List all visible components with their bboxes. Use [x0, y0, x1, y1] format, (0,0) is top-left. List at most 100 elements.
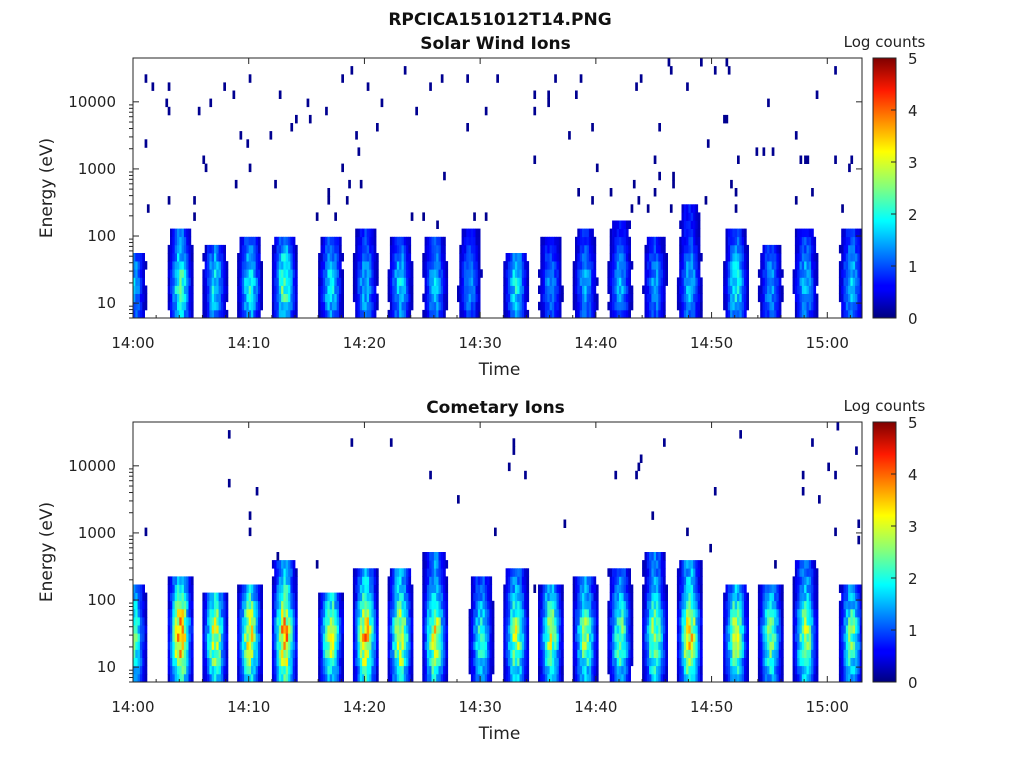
heatmap-cell [778, 293, 782, 303]
heatmap-cell [271, 261, 275, 270]
heatmap-cell [207, 633, 210, 642]
heatmap-cell [392, 592, 395, 602]
heatmap-cell [811, 576, 814, 585]
heatmap-cell [547, 657, 550, 667]
heatmap-cell [771, 665, 775, 675]
heatmap-cell [445, 584, 449, 593]
heatmap-cell [422, 552, 425, 561]
heatmap-cell [237, 600, 240, 610]
heatmap-cell [556, 277, 560, 286]
heatmap-cell [679, 600, 682, 610]
heatmap-cell [681, 633, 685, 642]
heatmap-cell [218, 244, 222, 254]
heatmap-cell [797, 673, 800, 683]
heatmap-cell [658, 657, 661, 667]
heatmap-cell [239, 657, 243, 667]
heatmap-cell [695, 625, 699, 634]
heatmap-cell [540, 293, 543, 303]
heatmap-cell [207, 608, 210, 618]
heatmap-cell [554, 277, 557, 286]
heatmap-cell [244, 309, 247, 319]
heatmap-cell [473, 633, 476, 642]
heatmap-cell [341, 301, 344, 311]
heatmap-cell [739, 285, 742, 294]
heatmap-cell [616, 228, 620, 238]
heatmap-cell [663, 269, 666, 278]
heatmap-cell [591, 309, 594, 319]
heatmap-cell [767, 301, 770, 311]
heatmap-cell [392, 665, 395, 675]
heatmap-cell [255, 253, 259, 262]
heatmap-cell [579, 641, 583, 650]
heatmap-cell [588, 608, 592, 618]
heatmap-cell [285, 600, 289, 610]
heatmap-cell [225, 649, 229, 658]
heatmap-cell [223, 657, 226, 667]
heatmap-cell [586, 633, 590, 642]
heatmap-cell [644, 608, 648, 618]
heatmap-cell [487, 576, 490, 585]
heatmap-cell [248, 592, 252, 602]
heatmap-cell [387, 600, 391, 610]
heatmap-cell [318, 600, 321, 610]
heatmap-cell [209, 673, 213, 683]
heatmap-cell [544, 608, 548, 618]
heatmap-cell [445, 641, 449, 650]
heatmap-cell [642, 673, 645, 683]
heatmap-cell [183, 600, 187, 610]
heatmap-cell [177, 236, 180, 246]
heatmap-cell [695, 309, 699, 319]
heatmap-cell [255, 285, 259, 294]
heatmap-cell [475, 641, 479, 650]
heatmap-cell [507, 277, 511, 286]
heatmap-cell [139, 649, 143, 658]
heatmap-cell [838, 269, 842, 278]
heatmap-cell [848, 236, 851, 246]
heatmap-cell [584, 228, 587, 238]
heatmap-cell [223, 82, 226, 91]
heatmap-cell [762, 617, 766, 626]
heatmap-cell [663, 277, 666, 286]
heatmap-cell [505, 309, 509, 319]
heatmap-cell [329, 625, 333, 634]
heatmap-cell [258, 584, 261, 593]
heatmap-cell [445, 600, 449, 610]
heatmap-cell [366, 293, 370, 303]
heatmap-cell [181, 277, 185, 286]
heatmap-cell [762, 301, 766, 311]
heatmap-cell [741, 641, 745, 650]
heatmap-cell [248, 657, 252, 667]
heatmap-cell [656, 584, 659, 593]
heatmap-cell [468, 293, 472, 303]
heatmap-cell [214, 309, 217, 319]
heatmap-cell [612, 244, 615, 254]
heatmap-cell [401, 673, 405, 683]
heatmap-cell [538, 269, 541, 278]
heatmap-cell [239, 625, 243, 634]
heatmap-cell [792, 584, 796, 593]
heatmap-cell [188, 625, 192, 634]
heatmap-cell [690, 576, 694, 585]
heatmap-cell [764, 665, 768, 675]
heatmap-cell [693, 228, 696, 238]
heatmap-cell [723, 625, 726, 634]
heatmap-cell [526, 600, 530, 610]
heatmap-cell [355, 301, 358, 311]
heatmap-cell [799, 309, 803, 319]
heatmap-cell [406, 584, 409, 593]
heatmap-cell [510, 625, 513, 634]
heatmap-cell [389, 633, 393, 642]
heatmap-cell [621, 633, 624, 642]
heatmap-cell [473, 301, 476, 311]
heatmap-cell [295, 576, 298, 585]
heatmap-cell [767, 600, 770, 610]
heatmap-cell [170, 285, 173, 294]
heatmap-cell [204, 592, 208, 602]
heatmap-cell [757, 641, 761, 650]
heatmap-cell [813, 608, 817, 618]
heatmap-cell [808, 608, 812, 618]
heatmap-cell [251, 592, 254, 602]
heatmap-cell [255, 584, 259, 593]
heatmap-cell [663, 309, 666, 319]
